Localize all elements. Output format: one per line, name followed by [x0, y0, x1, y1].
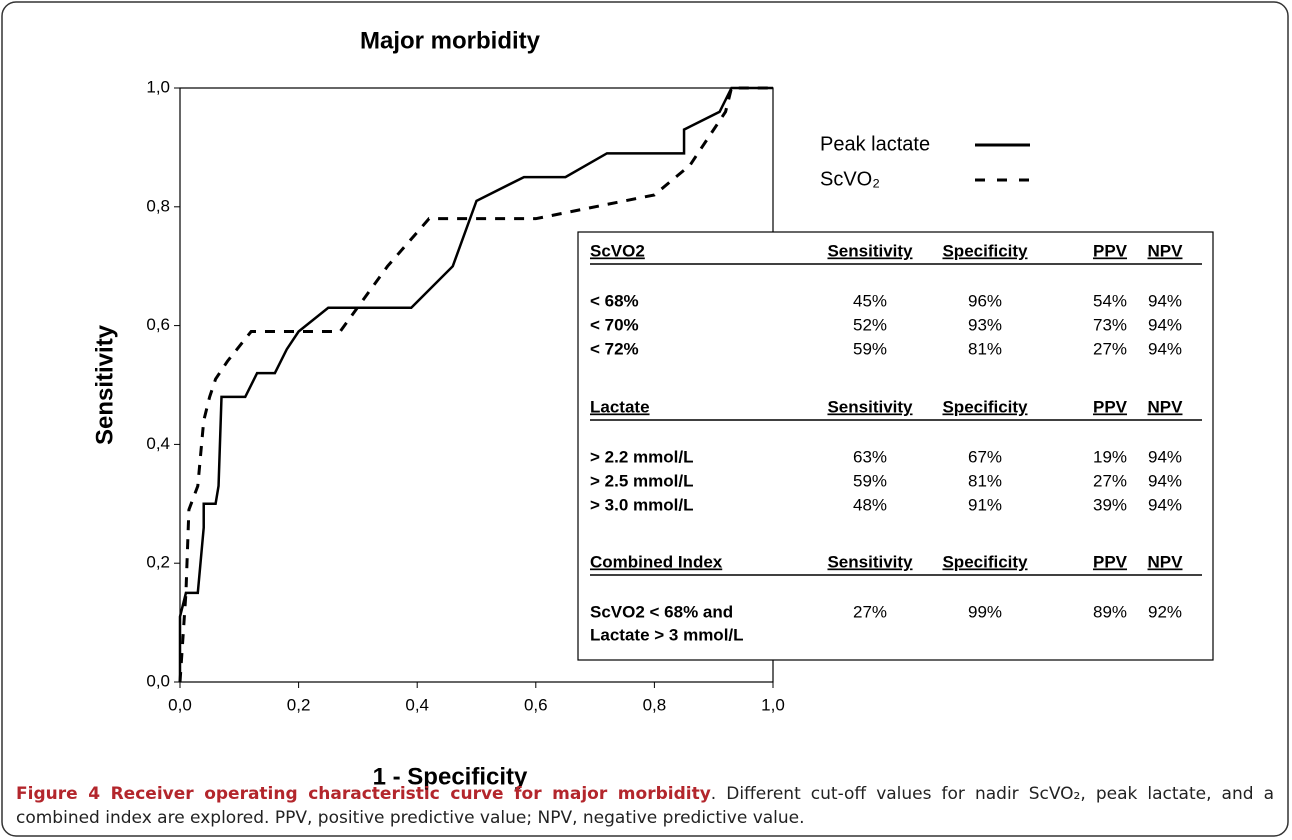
table-cell: 19%: [1093, 447, 1127, 466]
x-tick-label: 0,6: [524, 695, 548, 714]
table-header: ScVO2: [590, 241, 645, 260]
table-cell: 99%: [968, 602, 1002, 621]
table-cell: 73%: [1093, 315, 1127, 334]
caption-text: . Different cut-off values for nadir ScV…: [16, 784, 1274, 828]
table-cell: 48%: [853, 495, 887, 514]
table-cell: 59%: [853, 471, 887, 490]
x-tick-label: 1,0: [761, 695, 785, 714]
row-label: < 68%: [590, 291, 639, 310]
row-label: > 3.0 mmol/L: [590, 495, 693, 514]
table-cell: 59%: [853, 339, 887, 358]
inset-table-box: [577, 231, 1214, 661]
table-cell: 93%: [968, 315, 1002, 334]
table-header: Lactate: [590, 397, 650, 416]
table-header: Specificity: [942, 241, 1028, 260]
table-cell: 63%: [853, 447, 887, 466]
table-cell: 52%: [853, 315, 887, 334]
table-header: Specificity: [942, 397, 1028, 416]
caption-title: Figure 4 Receiver operating characterist…: [16, 784, 711, 804]
table-cell: 67%: [968, 447, 1002, 466]
table-header: Specificity: [942, 552, 1028, 571]
table-cell: 27%: [853, 602, 887, 621]
row-label: ScVO2 < 68% and: [590, 602, 733, 621]
table-cell: 89%: [1093, 602, 1127, 621]
table-cell: 94%: [1148, 339, 1182, 358]
table-cell: 27%: [1093, 339, 1127, 358]
table-cell: 94%: [1148, 495, 1182, 514]
legend-label: ScVO₂: [820, 168, 880, 190]
x-axis-label: 1 - Specificity: [373, 763, 528, 790]
x-tick-label: 0,4: [405, 695, 429, 714]
table-header: Combined Index: [590, 552, 723, 571]
roc-line: [178, 86, 773, 683]
table-cell: 94%: [1148, 471, 1182, 490]
y-tick-label: 0,8: [146, 196, 170, 215]
row-label: > 2.5 mmol/L: [590, 471, 693, 490]
chart-title: Major morbidity: [360, 27, 541, 54]
x-tick-label: 0,2: [287, 695, 311, 714]
y-tick-label: 0,2: [146, 553, 170, 572]
y-axis-label: Sensitivity: [91, 324, 118, 445]
table-cell: 27%: [1093, 471, 1127, 490]
y-tick-label: 0,0: [146, 671, 170, 690]
table-cell: 81%: [968, 339, 1002, 358]
x-tick-label: 0,0: [168, 695, 192, 714]
table-cell: 94%: [1148, 315, 1182, 334]
caption: Figure 4 Receiver operating characterist…: [16, 782, 1274, 830]
row-label: < 72%: [590, 339, 639, 358]
table-header: PPV: [1093, 552, 1128, 571]
table-cell: 91%: [968, 495, 1002, 514]
table-header: Sensitivity: [827, 241, 913, 260]
x-tick-label: 0,8: [643, 695, 667, 714]
table-cell: 54%: [1093, 291, 1127, 310]
table-cell: 94%: [1148, 447, 1182, 466]
table-cell: 45%: [853, 291, 887, 310]
table-header: NPV: [1148, 397, 1184, 416]
table-header: NPV: [1148, 241, 1184, 260]
table-header: NPV: [1148, 552, 1184, 571]
roc-line: [178, 86, 773, 682]
table-header: Sensitivity: [827, 552, 913, 571]
table-cell: 96%: [968, 291, 1002, 310]
table-cell: 92%: [1148, 602, 1182, 621]
table-cell: 94%: [1148, 291, 1182, 310]
table-cell: 39%: [1093, 495, 1127, 514]
legend-label: Peak lactate: [820, 133, 930, 155]
table-header: PPV: [1093, 241, 1128, 260]
y-tick-label: 1,0: [146, 77, 170, 96]
row-label: Lactate > 3 mmol/L: [590, 625, 744, 644]
y-tick-label: 0,4: [146, 434, 170, 453]
row-label: < 70%: [590, 315, 639, 334]
y-tick-label: 0,6: [146, 315, 170, 334]
table-cell: 81%: [968, 471, 1002, 490]
table-header: PPV: [1093, 397, 1128, 416]
row-label: > 2.2 mmol/L: [590, 447, 693, 466]
table-header: Sensitivity: [827, 397, 913, 416]
